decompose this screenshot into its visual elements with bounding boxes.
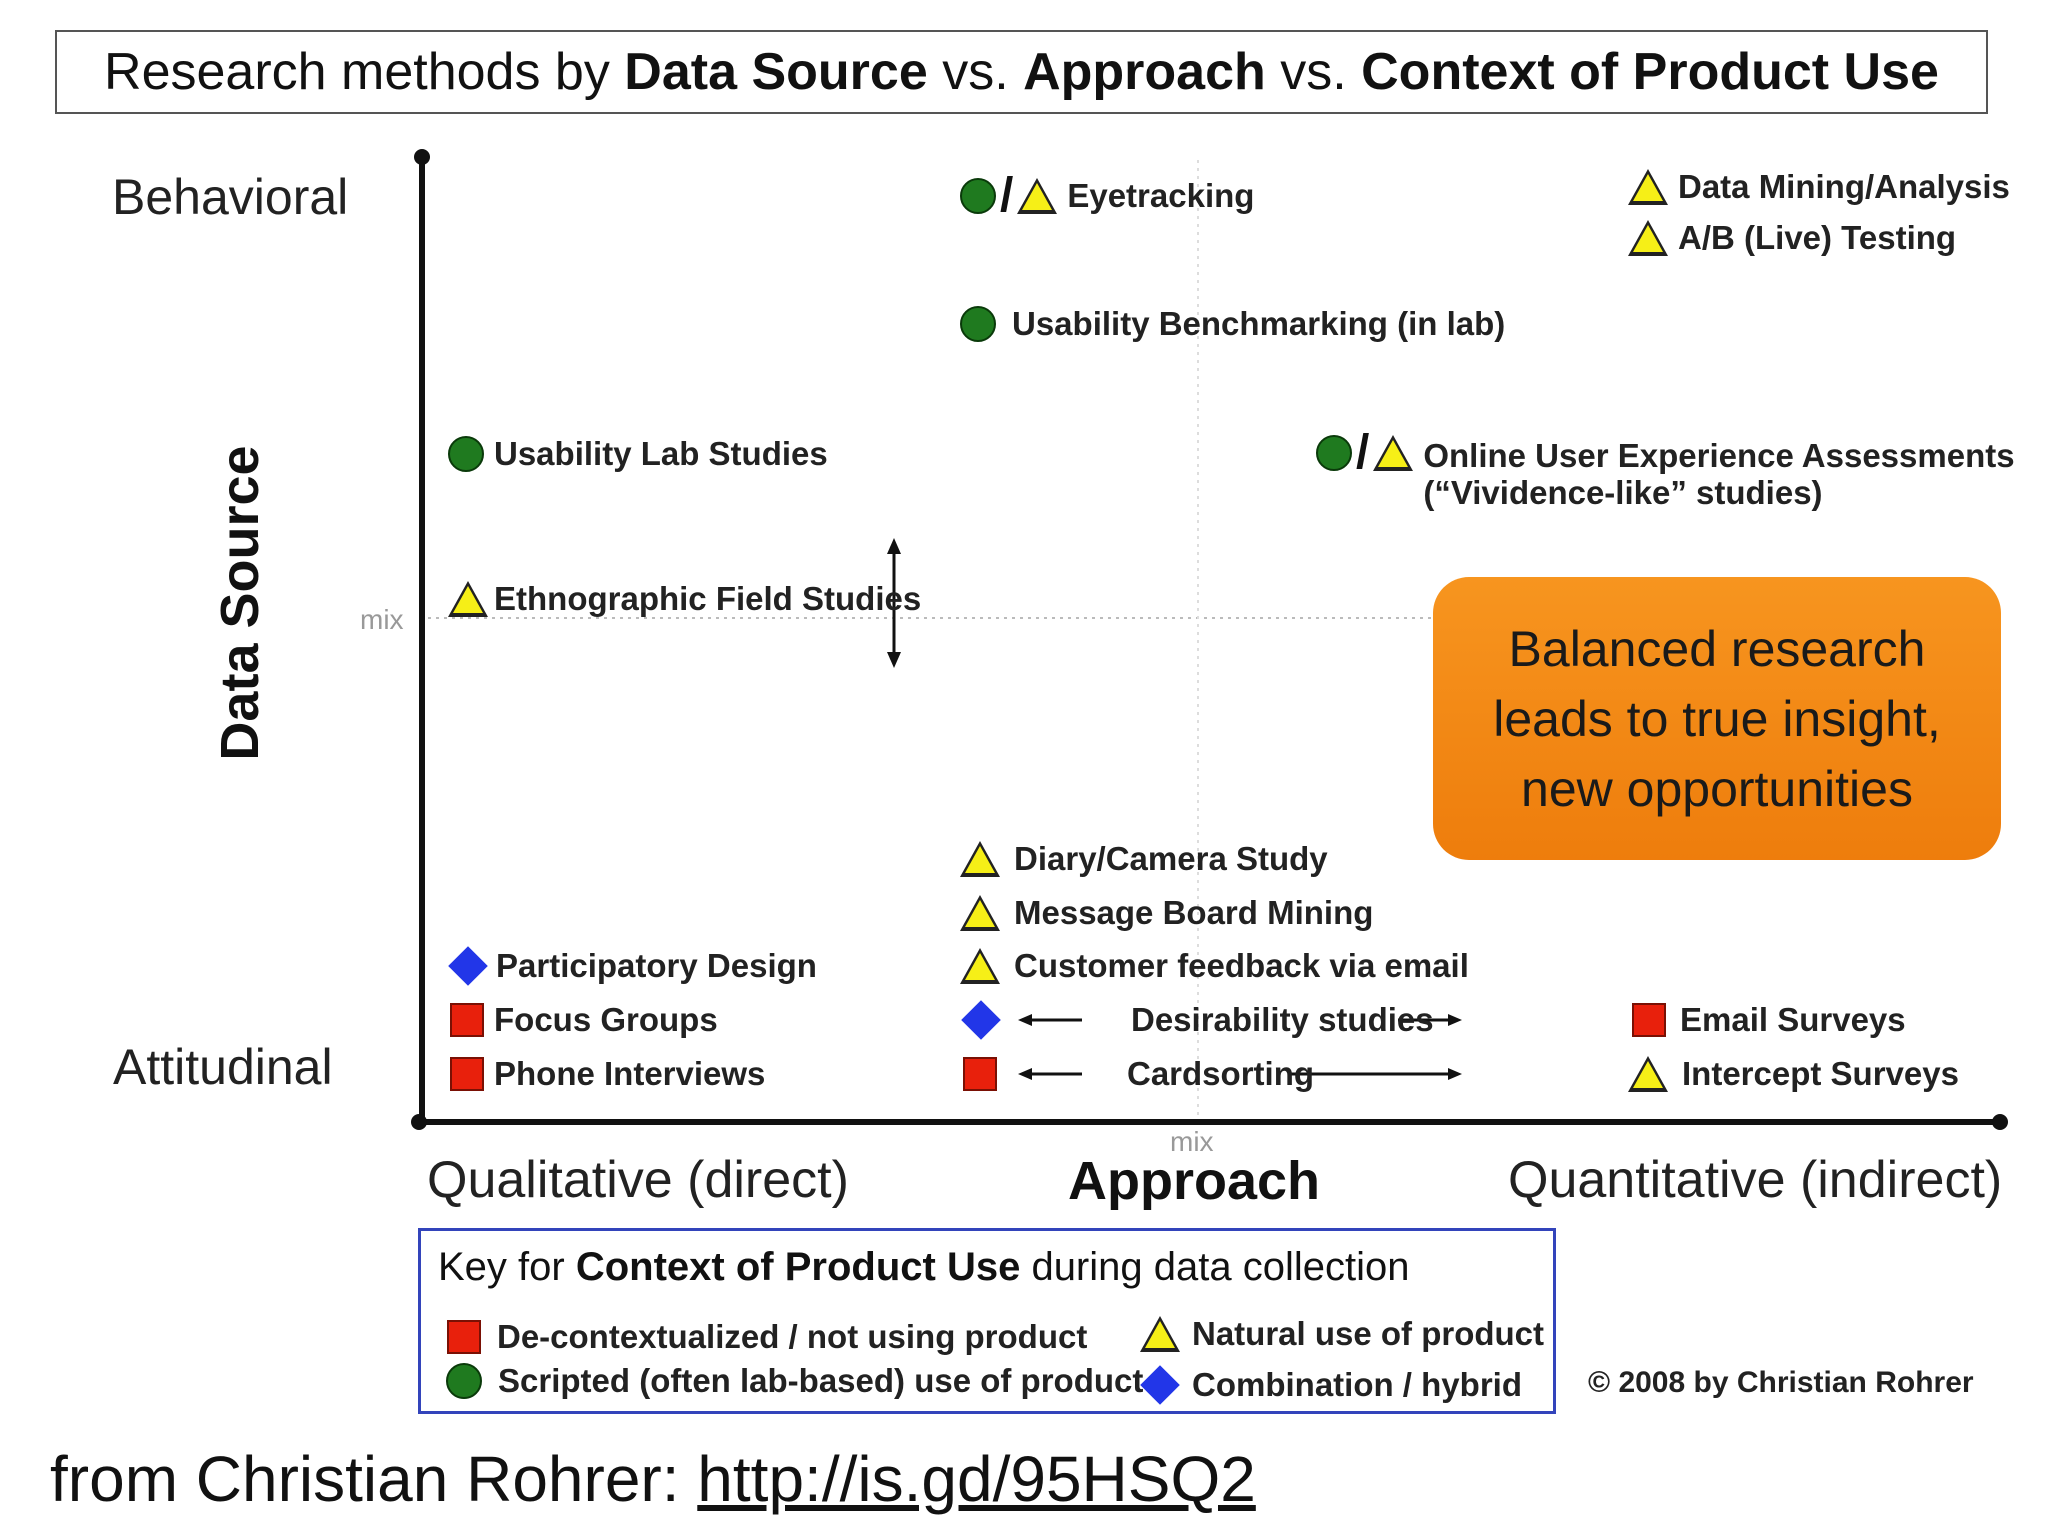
down-arrow-head xyxy=(887,652,901,668)
title-context: Context of Product Use xyxy=(1361,43,1939,101)
decontextualized-square-icon xyxy=(450,1057,484,1091)
method-data-mining: Data Mining/Analysis xyxy=(1628,168,2010,206)
title-sep1: vs. xyxy=(927,43,1024,101)
y-mix-label: mix xyxy=(360,604,404,635)
natural-triangle-icon xyxy=(960,895,1000,931)
combination-diamond-icon xyxy=(448,946,488,986)
decontextualized-square-icon xyxy=(963,1057,997,1091)
natural-triangle-icon xyxy=(960,841,1000,877)
legend-box xyxy=(418,1228,1556,1414)
method-customer-feedback: Customer feedback via email xyxy=(960,947,1469,985)
natural-triangle-icon xyxy=(1628,1056,1668,1092)
natural-triangle-icon xyxy=(1140,1316,1180,1352)
natural-triangle-icon xyxy=(448,581,488,617)
scripted-circle-icon xyxy=(1316,435,1352,471)
method-participatory: Participatory Design xyxy=(448,946,817,986)
decontextualized-square-icon xyxy=(1632,1003,1666,1037)
natural-triangle-icon xyxy=(1628,169,1668,205)
method-email-surveys: Email Surveys xyxy=(1632,1001,1906,1039)
y-axis-end-dot xyxy=(414,149,430,165)
scripted-circle-icon xyxy=(960,306,996,342)
legend-decontextualized: De-contextualized / not using product xyxy=(447,1318,1087,1356)
source-link[interactable]: http://is.gd/95HSQ2 xyxy=(697,1443,1256,1515)
method-ethnographic: Ethnographic Field Studies xyxy=(448,580,921,618)
callout-line-3: new opportunities xyxy=(1521,760,1913,817)
diagram-title: Research methods by Data Source vs. Appr… xyxy=(55,30,1988,114)
source-prefix: from Christian Rohrer: xyxy=(50,1443,698,1515)
y-bottom-label: Attitudinal xyxy=(113,1039,333,1095)
combination-diamond-icon xyxy=(1140,1365,1180,1405)
natural-triangle-icon xyxy=(1017,177,1058,214)
method-ab-testing: A/B (Live) Testing xyxy=(1628,219,1956,257)
y-top-label: Behavioral xyxy=(112,169,349,225)
natural-triangle-icon xyxy=(960,948,1000,984)
x-axis-end-dot xyxy=(1992,1114,2008,1130)
insight-callout: Balanced research leads to true insight,… xyxy=(1433,577,2001,860)
callout-line-2: leads to true insight, xyxy=(1493,690,1941,747)
method-eyetracking: / Eyetracking xyxy=(960,168,1254,223)
y-axis-title: Data Source xyxy=(210,445,270,761)
method-desirability: Desirability studies xyxy=(961,1000,1434,1040)
method-online-ux: / Online User Experience Assessments (“Vi… xyxy=(1316,429,2015,511)
method-intercept-surveys: Intercept Surveys xyxy=(1628,1055,1959,1093)
legend-scripted: Scripted (often lab-based) use of produc… xyxy=(446,1362,1143,1400)
legend-combination: Combination / hybrid xyxy=(1140,1365,1522,1405)
method-message-board: Message Board Mining xyxy=(960,894,1373,932)
method-usability-lab: Usability Lab Studies xyxy=(448,435,828,473)
legend-title: Key for Context of Product Use during da… xyxy=(438,1245,1410,1289)
origin-dot xyxy=(411,1114,427,1130)
copyright-notice: © 2008 by Christian Rohrer xyxy=(1588,1366,1974,1399)
x-axis-title: Approach xyxy=(1068,1151,1321,1211)
method-usability-benchmarking: Usability Benchmarking (in lab) xyxy=(960,305,1505,343)
method-phone-interviews: Phone Interviews xyxy=(450,1055,765,1093)
method-focus-groups: Focus Groups xyxy=(450,1001,718,1039)
combination-diamond-icon xyxy=(961,1000,1001,1040)
title-data-source: Data Source xyxy=(624,43,928,101)
x-left-label: Qualitative (direct) xyxy=(427,1151,849,1209)
x-mix-label: mix xyxy=(1170,1126,1214,1157)
up-arrow-head xyxy=(887,538,901,554)
decontextualized-square-icon xyxy=(447,1320,481,1354)
method-cardsorting: Cardsorting xyxy=(963,1055,1314,1093)
source-attribution: from Christian Rohrer: http://is.gd/95HS… xyxy=(50,1442,1256,1516)
scripted-circle-icon xyxy=(448,436,484,472)
natural-triangle-icon xyxy=(1628,220,1668,256)
legend-natural: Natural use of product xyxy=(1140,1315,1544,1353)
callout-line-1: Balanced research xyxy=(1508,620,1926,677)
scripted-circle-icon xyxy=(446,1363,482,1399)
title-approach: Approach xyxy=(1023,43,1266,101)
title-sep2: vs. xyxy=(1265,43,1362,101)
x-right-label: Quantitative (indirect) xyxy=(1508,1151,2003,1209)
scripted-circle-icon xyxy=(960,177,996,214)
method-diary: Diary/Camera Study xyxy=(960,840,1328,878)
decontextualized-square-icon xyxy=(450,1003,484,1037)
natural-triangle-icon xyxy=(1373,435,1414,471)
title-prefix: Research methods by xyxy=(104,43,625,101)
